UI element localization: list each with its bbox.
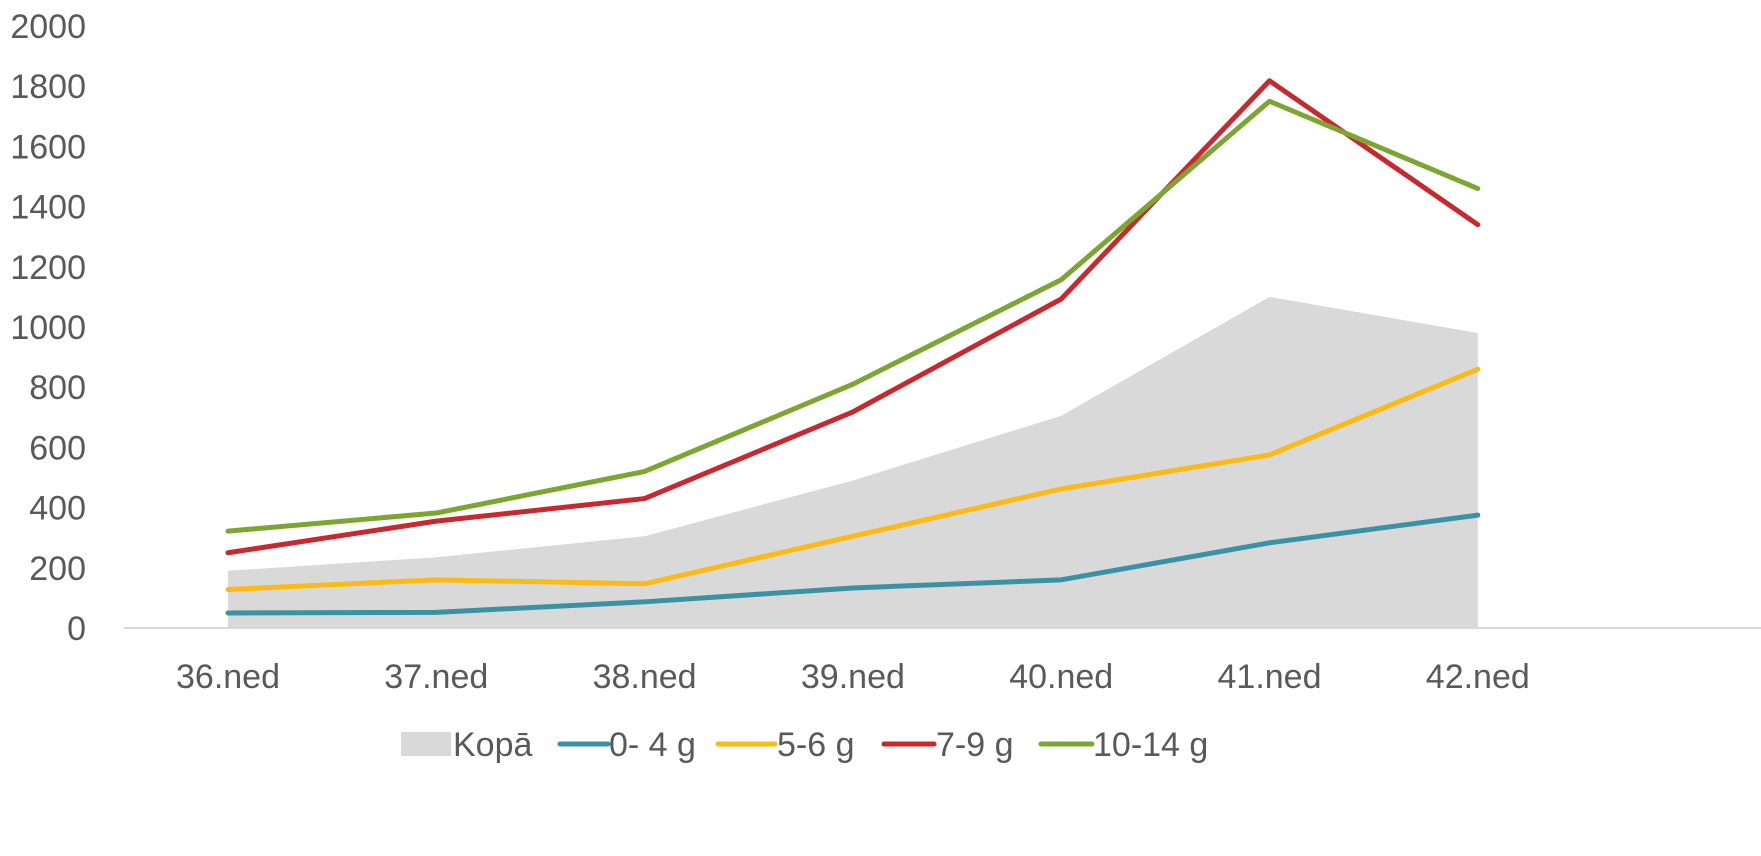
y-tick-label: 1000 [10,309,86,347]
legend-label-10-14-g: 10-14 g [1093,726,1208,764]
series-line-5-6-g [225,366,1481,592]
x-tick-label: 39.ned [801,658,905,696]
x-tick-label: 37.ned [384,658,488,696]
y-axis: 0 200 400 600 800 1000 1200 1400 1600 1800 2000 [10,8,86,648]
y-tick-label: 200 [29,550,86,588]
x-tick-label: 38.ned [593,658,697,696]
y-tick-label: 1400 [10,189,86,227]
series-line-0-4-g [225,512,1481,616]
x-tick-label: 41.ned [1218,658,1322,696]
x-axis: 36.ned 37.ned 38.ned 39.ned 40.ned 41.ned 42.n… [176,658,1530,696]
legend-label-7-9-g: 7-9 g [936,726,1014,764]
y-tick-label: 600 [29,429,86,467]
legend-label-0-4-g: 0- 4 g [609,726,696,764]
x-tick-label: 36.ned [176,658,280,696]
y-tick-label: 800 [29,369,86,407]
series-line-7-9-g [225,78,1481,556]
y-tick-label: 1600 [10,128,86,166]
legend-label-5-6-g: 5-6 g [777,726,855,764]
series-area-kopa [228,296,1478,628]
y-tick-label: 2000 [10,8,86,46]
legend-swatch-kopa [401,732,451,756]
y-tick-label: 400 [29,490,86,528]
x-tick-label: 42.ned [1426,658,1530,696]
legend: Kopā 0- 4 g 5-6 g 7-9 g 10-14 g [401,726,1208,764]
y-tick-label: 1200 [10,249,86,287]
series-line-10-14-g [225,98,1481,534]
y-tick-label: 1800 [10,68,86,106]
legend-label-kopa: Kopā [453,726,532,764]
x-tick-label: 40.ned [1009,658,1113,696]
plot-area [225,78,1481,628]
y-tick-label: 0 [67,610,86,648]
